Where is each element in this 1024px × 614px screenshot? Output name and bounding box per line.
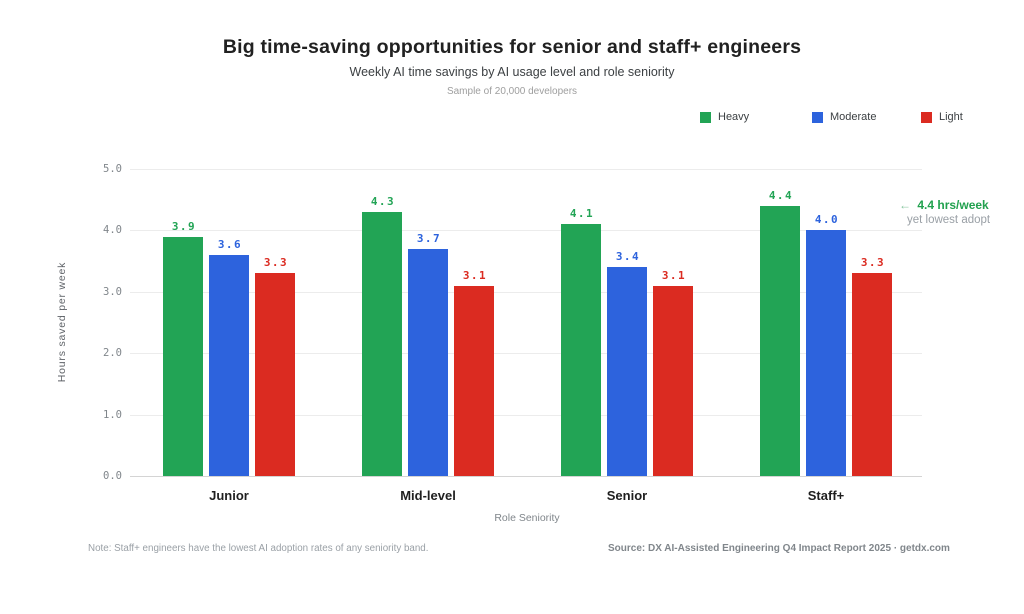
bar-heavy-senior [561, 224, 601, 476]
bar-value-label: 4.1 [569, 207, 595, 220]
y-tick-label: 0.0 [103, 470, 122, 482]
legend: Heavy Moderate Light [0, 111, 1024, 125]
gridline [130, 230, 922, 231]
chart-subtitle: Weekly AI time savings by AI usage level… [349, 65, 675, 79]
legend-swatch [921, 111, 932, 123]
gridline [130, 415, 922, 416]
chart-title: Big time-saving opportunities for senior… [222, 36, 802, 58]
bar-moderate-junior [209, 255, 249, 476]
bar-light-senior [653, 286, 693, 476]
bar-value-label: 3.3 [860, 256, 886, 269]
bar-value-label: 4.4 [768, 189, 794, 202]
y-tick-label: 1.0 [103, 409, 122, 421]
gridline [130, 292, 922, 293]
category-label: Mid-level [400, 488, 456, 503]
bar-value-label: 3.7 [416, 232, 442, 245]
legend-label: Light [939, 111, 963, 123]
bar-value-label: 3.6 [217, 238, 243, 251]
bar-value-label: 3.1 [661, 269, 687, 282]
bar-light-staff+ [852, 273, 892, 476]
category-label: Senior [606, 488, 648, 503]
gridline [130, 169, 922, 170]
legend-label: Moderate [830, 111, 877, 123]
source-credit: Source: DX AI-Assisted Engineering Q4 Im… [608, 543, 950, 554]
bar-light-mid-level [454, 286, 494, 476]
annotation-callout: ← 4.4 hrs/week [899, 198, 989, 212]
bar-light-junior [255, 273, 295, 476]
bar-heavy-mid-level [362, 212, 402, 476]
y-axis-title: Hours saved per week [56, 261, 68, 383]
gridline [130, 353, 922, 354]
sample-size-caption: Sample of 20,000 developers [446, 86, 578, 97]
footnote: Note: Staff+ engineers have the lowest A… [88, 543, 429, 554]
annotation-secondary-text: yet lowest adopt [907, 214, 991, 226]
bar-value-label: 3.1 [462, 269, 488, 282]
bar-value-label: 3.3 [263, 256, 289, 269]
legend-item-light: Light [921, 111, 963, 123]
bar-heavy-staff+ [760, 206, 800, 476]
legend-label: Heavy [718, 111, 750, 123]
legend-item-moderate: Moderate [812, 111, 876, 123]
gridline [130, 476, 922, 477]
y-tick-label: 5.0 [103, 163, 122, 175]
legend-swatch [812, 111, 823, 123]
category-label: Junior [209, 488, 249, 503]
y-tick-label: 3.0 [103, 286, 122, 298]
annotation-value-text: 4.4 hrs/week [917, 198, 989, 212]
legend-swatch [700, 111, 711, 123]
category-label: Staff+ [807, 488, 845, 503]
bar-value-label: 4.3 [370, 195, 396, 208]
bar-value-label: 3.4 [615, 250, 641, 263]
bar-moderate-mid-level [408, 249, 448, 476]
bar-value-label: 4.0 [814, 213, 840, 226]
x-axis-title: Role Seniority [494, 512, 560, 524]
left-arrow-icon: ← [899, 198, 911, 212]
bar-heavy-junior [163, 237, 203, 476]
bar-moderate-staff+ [806, 230, 846, 476]
legend-item-heavy: Heavy [700, 111, 749, 123]
bar-moderate-senior [607, 267, 647, 476]
y-tick-label: 4.0 [103, 224, 122, 236]
y-tick-label: 2.0 [103, 347, 122, 359]
bar-value-label: 3.9 [171, 220, 197, 233]
